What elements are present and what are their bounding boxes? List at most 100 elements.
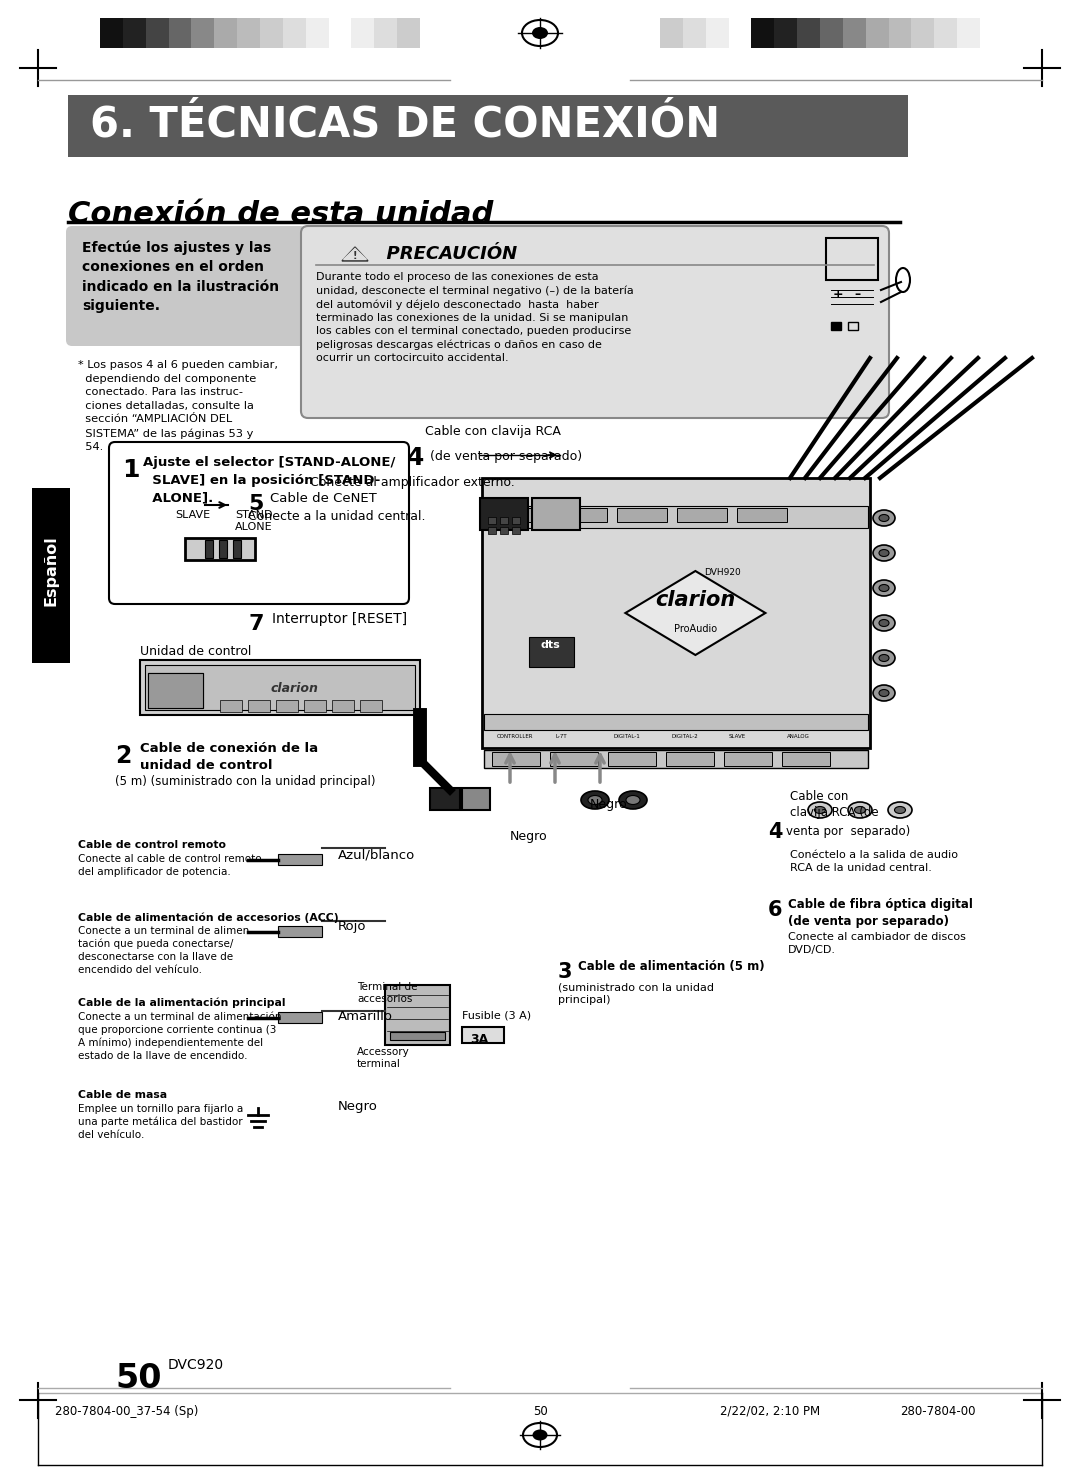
- Bar: [608, 752, 656, 766]
- Bar: [797, 18, 820, 49]
- Bar: [148, 674, 203, 708]
- Bar: [752, 18, 774, 49]
- Bar: [168, 18, 191, 49]
- Text: Unidad de control: Unidad de control: [140, 644, 252, 658]
- Ellipse shape: [879, 550, 889, 556]
- Text: Conecte a un terminal de alimen-
tación que pueda conectarse/
desconectarse con : Conecte a un terminal de alimen- tación …: [78, 927, 253, 975]
- Text: 6: 6: [768, 900, 783, 919]
- Bar: [68, 96, 908, 157]
- Text: Fusible (3 A): Fusible (3 A): [462, 1011, 531, 1019]
- Text: venta por  separado): venta por separado): [786, 825, 910, 838]
- Bar: [32, 488, 70, 663]
- Bar: [283, 18, 306, 49]
- Bar: [140, 660, 420, 715]
- Bar: [957, 18, 980, 49]
- Bar: [889, 18, 912, 49]
- Bar: [660, 18, 683, 49]
- Bar: [705, 18, 729, 49]
- Bar: [276, 700, 298, 712]
- Bar: [328, 18, 351, 49]
- Text: Negro: Negro: [338, 1100, 378, 1114]
- Text: Conecte al amplificador externo.: Conecte al amplificador externo.: [310, 477, 515, 488]
- Bar: [238, 18, 260, 49]
- Text: !: !: [353, 252, 357, 260]
- Text: Cable de control remoto: Cable de control remoto: [78, 840, 226, 850]
- Text: (suministrado con la unidad
principal): (suministrado con la unidad principal): [558, 983, 714, 1005]
- Text: Cable de conexión de la
unidad de control: Cable de conexión de la unidad de contro…: [140, 741, 319, 772]
- Bar: [303, 700, 326, 712]
- Text: 3A: 3A: [470, 1033, 488, 1046]
- Text: Conecte a la unidad central.: Conecte a la unidad central.: [248, 510, 426, 524]
- Text: SLAVE: SLAVE: [729, 734, 746, 738]
- Text: Español: Español: [43, 535, 58, 606]
- Bar: [488, 516, 496, 524]
- Text: (5 m) (suministrado con la unidad principal): (5 m) (suministrado con la unidad princi…: [114, 775, 376, 788]
- Bar: [148, 674, 203, 708]
- Text: clavija RCA (de: clavija RCA (de: [789, 806, 879, 819]
- Bar: [462, 788, 490, 811]
- Text: 2/22/02, 2:10 PM: 2/22/02, 2:10 PM: [720, 1405, 820, 1418]
- Ellipse shape: [879, 690, 889, 696]
- Text: 280-7804-00_37-54 (Sp): 280-7804-00_37-54 (Sp): [55, 1405, 199, 1418]
- Text: Conecte a un terminal de alimentación
que proporcione corriente continua (3
A mí: Conecte a un terminal de alimentación qu…: [78, 1012, 282, 1061]
- Text: Emplee un tornillo para fijarlo a
una parte metálica del bastidor
del vehículo.: Emplee un tornillo para fijarlo a una pa…: [78, 1105, 243, 1140]
- Ellipse shape: [532, 26, 548, 40]
- Text: 2: 2: [114, 744, 132, 768]
- Text: Negro: Negro: [590, 797, 627, 811]
- Bar: [248, 700, 270, 712]
- Ellipse shape: [873, 580, 895, 596]
- Bar: [484, 506, 868, 528]
- Text: Cable de fibra óptica digital
(de venta por separado): Cable de fibra óptica digital (de venta …: [788, 897, 973, 928]
- Bar: [205, 540, 213, 558]
- Bar: [145, 665, 415, 710]
- Text: –: –: [854, 287, 860, 300]
- Ellipse shape: [894, 806, 905, 813]
- Bar: [384, 986, 450, 1044]
- Text: Terminal de
accesorios: Terminal de accesorios: [357, 983, 418, 1003]
- Bar: [278, 927, 322, 937]
- Text: Conexión de esta unidad: Conexión de esta unidad: [68, 200, 494, 229]
- Bar: [550, 752, 598, 766]
- Bar: [912, 18, 934, 49]
- Polygon shape: [625, 571, 766, 655]
- Ellipse shape: [588, 796, 602, 805]
- Bar: [512, 516, 519, 524]
- Text: 6. TÉCNICAS DE CONEXIÓN: 6. TÉCNICAS DE CONEXIÓN: [90, 103, 720, 146]
- Bar: [737, 507, 787, 522]
- Bar: [617, 507, 667, 522]
- Text: Conéctelo a la salida de audio
RCA de la unidad central.: Conéctelo a la salida de audio RCA de la…: [789, 850, 958, 872]
- Bar: [214, 18, 238, 49]
- Bar: [484, 750, 868, 768]
- Ellipse shape: [873, 685, 895, 702]
- Text: Cable de masa: Cable de masa: [78, 1090, 167, 1100]
- Text: SLAVE: SLAVE: [175, 510, 211, 521]
- Ellipse shape: [808, 802, 832, 818]
- Text: Accessory
terminal: Accessory terminal: [357, 1047, 409, 1068]
- Bar: [397, 18, 420, 49]
- Text: Efectúe los ajustes y las
conexiones en el orden
indicado en la ilustración
sigu: Efectúe los ajustes y las conexiones en …: [82, 240, 279, 313]
- Text: Conecte al cable de control remoto
del amplificador de potencia.: Conecte al cable de control remoto del a…: [78, 855, 261, 877]
- Bar: [430, 788, 460, 811]
- Bar: [934, 18, 957, 49]
- Bar: [820, 18, 842, 49]
- Text: Cable de alimentación (5 m): Cable de alimentación (5 m): [578, 961, 765, 972]
- Bar: [390, 1033, 445, 1040]
- Text: DVH920: DVH920: [704, 568, 741, 577]
- Text: PRECAUCIÓN: PRECAUCIÓN: [374, 246, 517, 263]
- Bar: [492, 752, 540, 766]
- Ellipse shape: [626, 796, 640, 805]
- Bar: [375, 18, 397, 49]
- Text: ProAudio: ProAudio: [674, 624, 717, 634]
- Bar: [500, 516, 508, 524]
- Bar: [100, 18, 123, 49]
- Bar: [480, 499, 528, 530]
- Text: 3: 3: [558, 962, 572, 983]
- Bar: [351, 18, 375, 49]
- Bar: [332, 700, 354, 712]
- Bar: [191, 18, 214, 49]
- Bar: [260, 18, 283, 49]
- FancyBboxPatch shape: [301, 227, 889, 418]
- Ellipse shape: [814, 806, 825, 813]
- Bar: [557, 507, 607, 522]
- Bar: [666, 752, 714, 766]
